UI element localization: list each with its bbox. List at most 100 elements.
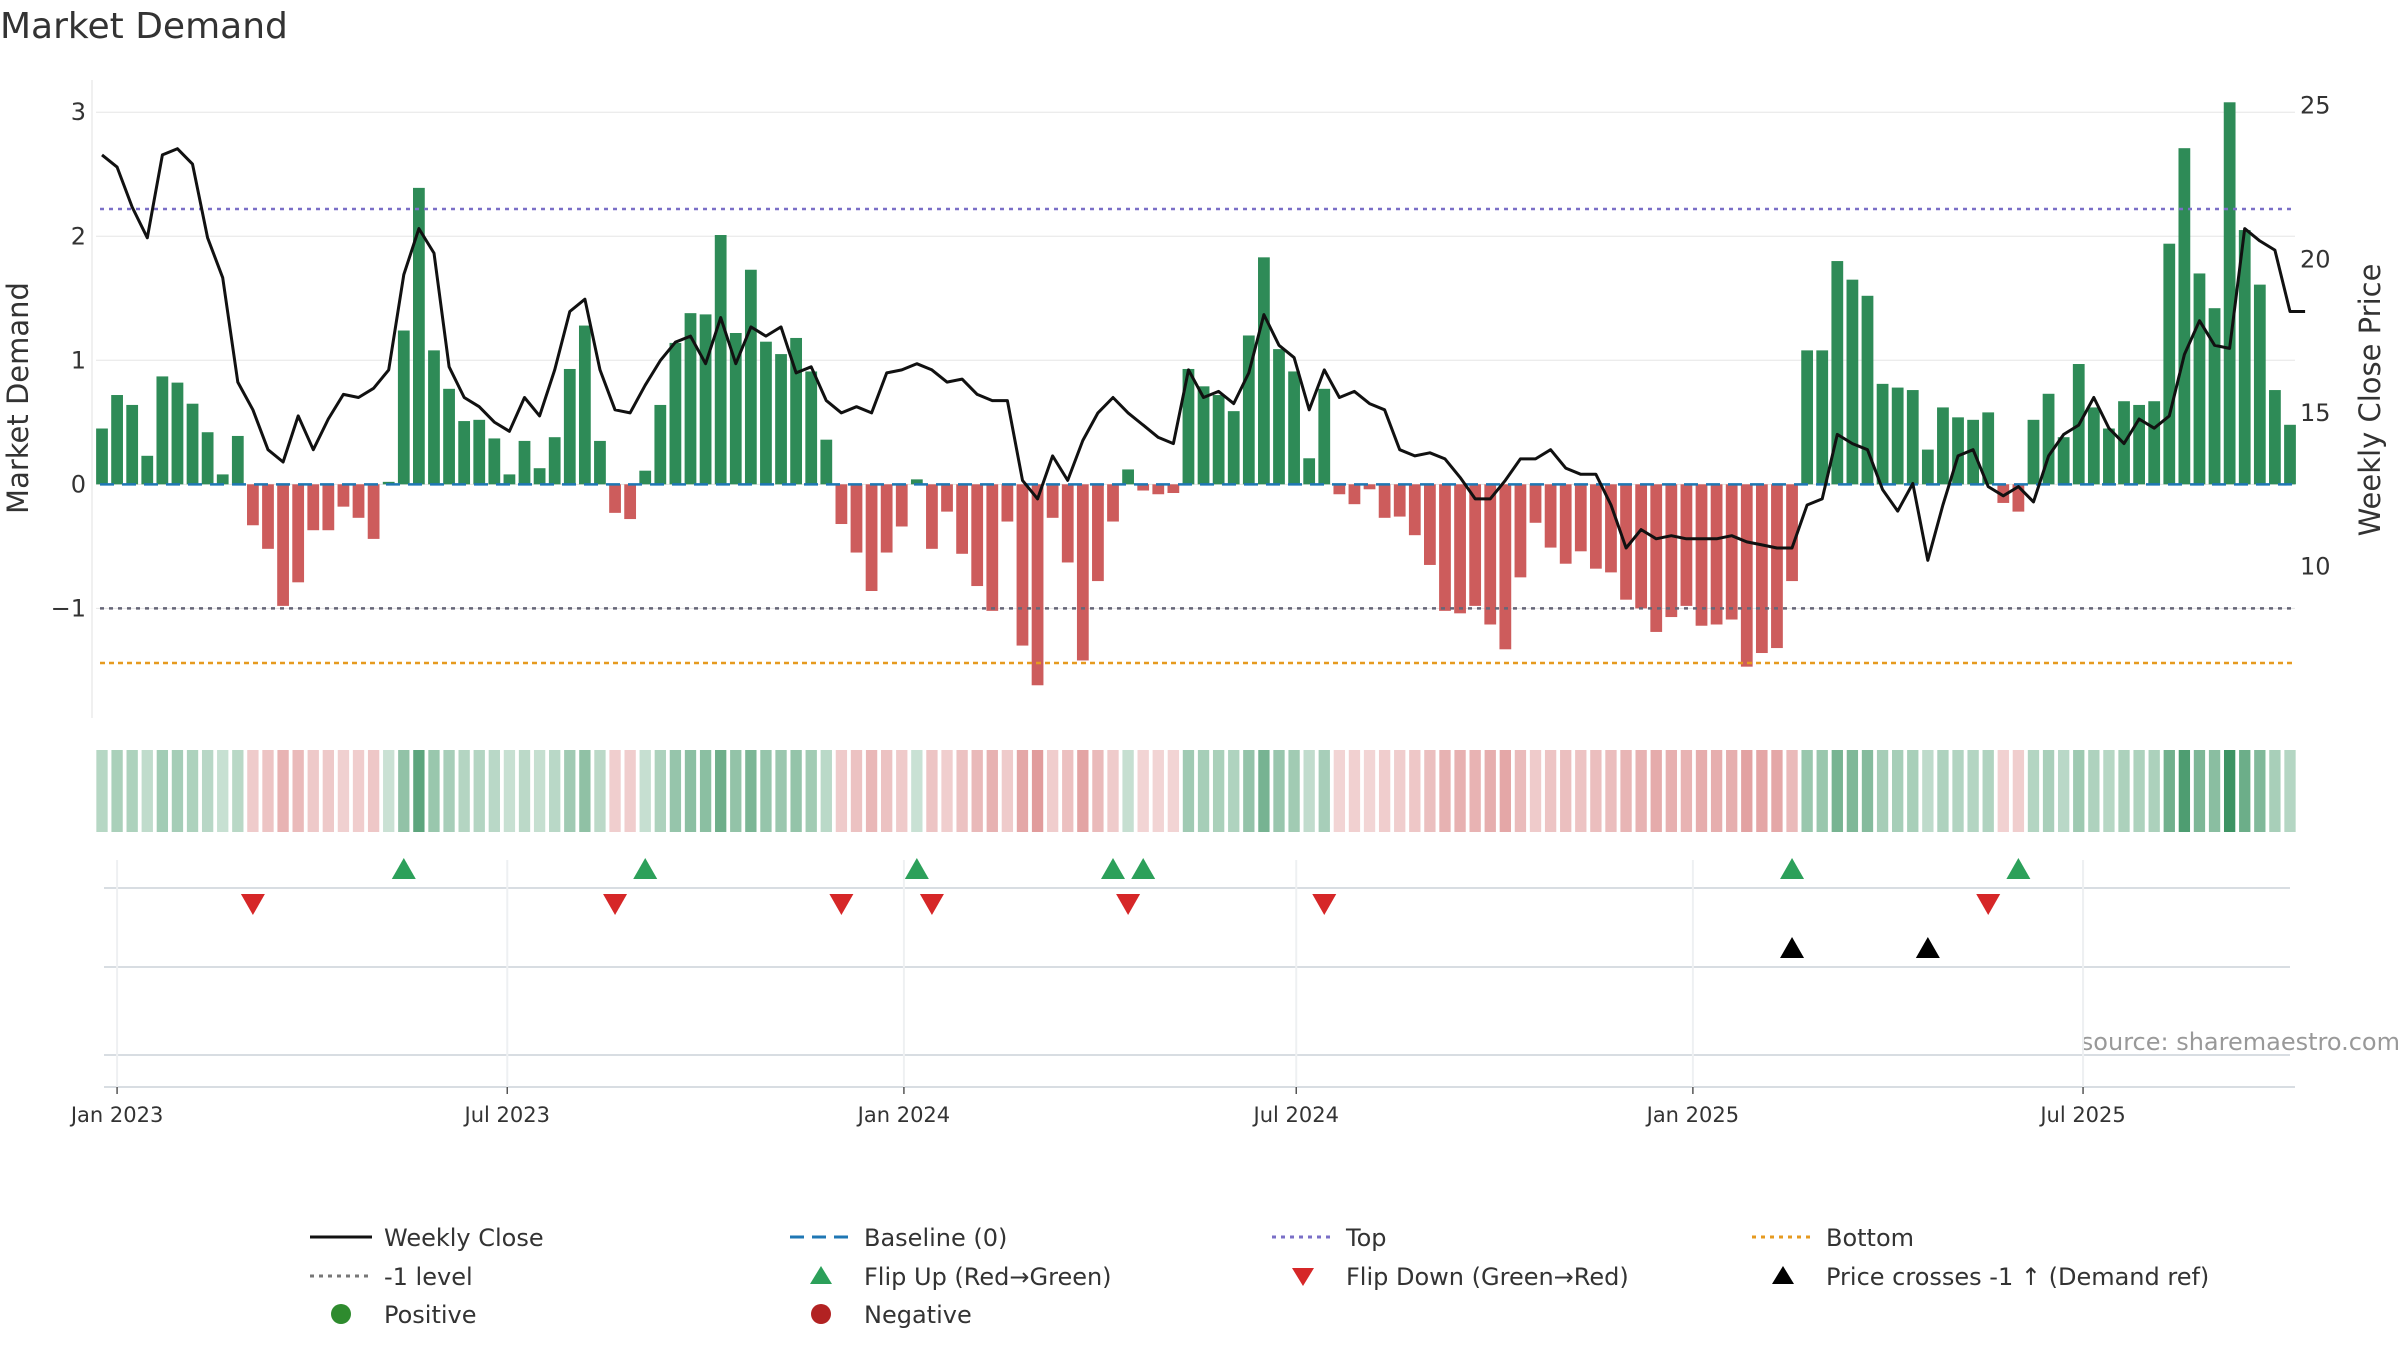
demand-strip-cell [1016,750,1029,832]
demand-bar [1001,484,1014,522]
demand-bars [96,102,2296,686]
demand-strip-cell [307,750,319,832]
demand-bar [412,187,425,485]
demand-strip-cell [1454,750,1466,832]
demand-bar [699,314,712,485]
y-tick-label-right: 25 [2300,92,2331,120]
demand-bar [563,368,576,485]
demand-strip-cell [1046,750,1059,832]
legend-label: Price crosses -1 ↑ (Demand ref) [1826,1263,2209,1291]
demand-strip-cell [1212,750,1225,832]
flip-down-marker [919,894,944,915]
flip-up-marker [1131,858,1156,879]
demand-strip-cell [126,750,138,832]
demand-bar [337,484,350,507]
legend-symbol [1292,1268,1314,1286]
demand-strip-cell [1409,750,1421,832]
demand-strip-cell [292,750,304,832]
demand-bar [1861,295,1874,485]
demand-bar [1695,484,1708,626]
demand-strip-cell [1092,750,1104,832]
demand-strip-cell [639,750,651,832]
demand-bar [609,484,621,513]
demand-bar [850,484,863,553]
demand-bar [654,404,667,485]
demand-strip-cell [262,750,274,832]
demand-strip-cell [1861,750,1874,832]
demand-strip-cell [1952,750,1964,832]
demand-strip-cell [156,750,169,832]
y-tick-label-left: 2 [71,222,86,250]
demand-strip-cell [1635,750,1647,832]
demand-strip-cell [1318,750,1330,832]
demand-bar [1620,484,1632,600]
demand-bar [594,440,606,485]
demand-strip-cell [141,750,153,832]
demand-strip-cell [2027,750,2040,832]
demand-bar [397,330,410,485]
demand-bar [2148,401,2161,485]
demand-strip-cell [1122,750,1134,832]
demand-strip-cell [2012,750,2025,832]
demand-bar [1408,484,1421,536]
demand-strip-cell [473,750,485,832]
flip-down-marker [829,894,854,915]
legend-symbol [811,1304,831,1324]
flip-up-marker [2006,858,2031,879]
demand-strip-cell [2057,750,2070,832]
demand-strip-cell [1801,750,1813,832]
demand-strip-cell [2239,750,2251,832]
demand-bar [1846,279,1859,485]
demand-strip-cell [1137,750,1149,832]
demand-strip-cell [579,750,591,832]
demand-bar [262,484,274,549]
demand-bar [790,337,803,485]
demand-strip-cell [322,750,335,832]
demand-strip-cell [2269,750,2281,832]
demand-strip-cell [549,750,561,832]
demand-strip-cell [518,750,531,832]
legend-label: Flip Up (Red→Green) [864,1263,1112,1291]
demand-bar [1982,412,1995,485]
flip-up-marker [633,858,658,879]
demand-strip-cell [352,750,365,832]
demand-strip-cell [1620,750,1632,832]
demand-strip-cell [730,750,742,832]
flip-up-marker [904,858,929,879]
demand-bar [1212,395,1225,485]
demand-bar [971,484,984,587]
demand-bar [1273,349,1285,485]
demand-bar [458,421,471,485]
demand-strip-cell [1982,750,1994,832]
demand-strip-cell [896,750,908,832]
demand-bar [1710,484,1723,625]
y-tick-label-right: 10 [2300,552,2331,580]
demand-strip-cell [941,750,953,832]
demand-bar [1740,484,1753,667]
demand-strip-cell [624,750,636,832]
demand-bar [1997,484,2010,503]
demand-bar [1755,484,1768,654]
demand-bar [443,388,455,485]
demand-bar [1771,484,1783,649]
legend-label: Baseline (0) [864,1224,1007,1252]
demand-bar [2269,390,2281,485]
legend-label: Bottom [1826,1224,1914,1252]
legend-label: Negative [864,1301,972,1329]
demand-strip-cell [1303,750,1315,832]
demand-bar [533,468,546,485]
event-markers [104,858,2295,1088]
demand-bar [775,354,787,485]
demand-strip-cell [1363,750,1376,832]
demand-bar [1816,350,1829,485]
demand-bar [548,437,561,485]
demand-strip-cell [1182,750,1195,832]
demand-strip-cell [911,750,923,832]
demand-strip-cell [1892,750,1904,832]
demand-bar [1876,383,1889,485]
demand-bar [2193,273,2206,485]
demand-bar [2057,437,2070,485]
demand-strip-cell [1575,750,1587,832]
demand-bar [1499,484,1512,650]
